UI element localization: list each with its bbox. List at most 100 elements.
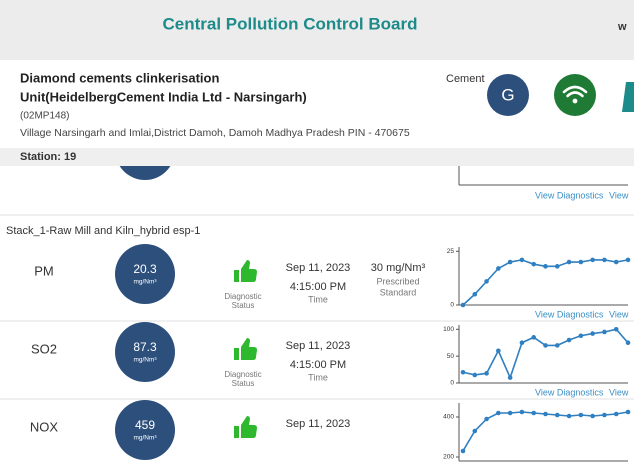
- data-point: [531, 410, 537, 416]
- data-point: [496, 410, 501, 416]
- data-point: [519, 409, 525, 415]
- stack-title: Stack_1-Raw Mill and Kiln_hybrid esp-1: [6, 225, 200, 237]
- view-link[interactable]: View: [609, 309, 629, 319]
- wifi-glyph: [562, 85, 588, 98]
- data-point: [543, 343, 548, 348]
- value: 459: [135, 418, 155, 432]
- icon-g[interactable]: [487, 74, 529, 116]
- y-tick-label: 50: [447, 353, 455, 360]
- unit: mg/Nm³: [133, 279, 157, 286]
- station-strip: [0, 148, 634, 166]
- data-point: [625, 340, 631, 346]
- plant-name: Unit(HeidelbergCement India Ltd - Narsin…: [20, 89, 307, 104]
- date: Sep 11, 2023: [286, 262, 351, 274]
- view-link[interactable]: View: [609, 190, 629, 200]
- date: Sep 11, 2023: [286, 340, 351, 352]
- data-point: [543, 411, 548, 417]
- parameter: PM: [34, 263, 54, 278]
- station: Station: 19: [20, 151, 76, 163]
- plant-code: (02MP148): [20, 111, 69, 122]
- data-point: [496, 348, 501, 354]
- data-point: [554, 264, 560, 269]
- y-tick-label: 0: [450, 302, 454, 309]
- data-point: [613, 326, 619, 332]
- data-point: [578, 333, 584, 339]
- data-point: [531, 335, 537, 340]
- data-point: [484, 279, 489, 284]
- data-point: [484, 416, 489, 422]
- plant-name: Diamond cements clinkerisation: [20, 70, 219, 85]
- category: Cement: [446, 73, 485, 85]
- header-bar: [0, 0, 634, 60]
- icon-partial[interactable]: [622, 82, 634, 112]
- standard-label: Standard: [380, 287, 417, 297]
- value: 87.3: [133, 340, 157, 354]
- status-label: Diagnostic: [224, 292, 261, 301]
- data-point: [519, 257, 525, 263]
- parameter: NOX: [30, 419, 59, 434]
- time-label: Time: [308, 372, 328, 382]
- value-circle: [115, 322, 175, 382]
- data-point: [531, 261, 537, 267]
- status-label: Status: [232, 301, 255, 310]
- y-tick-label: 25: [447, 248, 455, 255]
- thumbs-up-icon: [234, 260, 257, 282]
- view-diagnostics-link[interactable]: View Diagnostics: [535, 190, 604, 200]
- y-tick-label: 100: [443, 326, 454, 333]
- plant-address: Village Narsingarh and Imlai,District Da…: [20, 127, 410, 139]
- thumbs-up-icon: [234, 338, 257, 360]
- data-point: [602, 412, 607, 418]
- data-point: [625, 257, 631, 263]
- view-diagnostics-link[interactable]: View Diagnostics: [535, 387, 604, 397]
- data-point: [590, 257, 595, 263]
- data-point: [507, 375, 513, 380]
- icon-letter: G: [501, 85, 514, 104]
- data-point: [578, 412, 584, 418]
- data-point: [613, 411, 619, 417]
- data-point: [460, 448, 466, 454]
- data-point: [543, 264, 548, 269]
- parameter: SO2: [31, 341, 57, 356]
- data-point: [602, 257, 607, 263]
- data-point: [554, 412, 560, 418]
- header-title: Central Pollution Control Board: [163, 14, 418, 33]
- status-label: Status: [232, 379, 255, 388]
- y-tick-label: 200: [443, 454, 454, 461]
- view-link[interactable]: View: [609, 387, 629, 397]
- data-point: [472, 428, 478, 434]
- wifi-dot: [572, 98, 578, 104]
- header-link[interactable]: w: [617, 21, 627, 33]
- time: 4:15:00 PM: [290, 359, 346, 371]
- view-diagnostics-link[interactable]: View Diagnostics: [535, 309, 604, 319]
- thumbs-up-icon: [234, 416, 257, 438]
- data-point: [613, 259, 619, 265]
- time: 4:15:00 PM: [290, 281, 346, 293]
- data-point: [590, 413, 595, 419]
- data-point: [578, 259, 584, 265]
- data-point: [566, 413, 572, 419]
- value-circle: [115, 400, 175, 460]
- unit: mg/Nm³: [133, 435, 157, 442]
- time-label: Time: [308, 294, 328, 304]
- data-point: [625, 409, 631, 415]
- value: 20.3: [133, 262, 157, 276]
- data-point: [507, 410, 513, 416]
- data-point: [460, 369, 466, 375]
- data-point: [566, 259, 572, 265]
- data-point: [496, 266, 501, 271]
- data-point: [602, 329, 607, 335]
- data-point: [519, 340, 525, 346]
- data-point: [460, 302, 466, 308]
- icon-wifi[interactable]: [554, 74, 596, 116]
- standard-label: Prescribed: [376, 276, 419, 286]
- standard: 30 mg/Nm³: [371, 262, 426, 274]
- date: Sep 11, 2023: [286, 418, 351, 430]
- status-label: Diagnostic: [224, 370, 261, 379]
- data-point: [472, 372, 478, 378]
- data-point: [507, 259, 513, 265]
- data-point: [590, 331, 595, 336]
- y-tick-label: 0: [450, 380, 454, 387]
- unit: mg/Nm³: [133, 357, 157, 364]
- data-point: [472, 291, 478, 297]
